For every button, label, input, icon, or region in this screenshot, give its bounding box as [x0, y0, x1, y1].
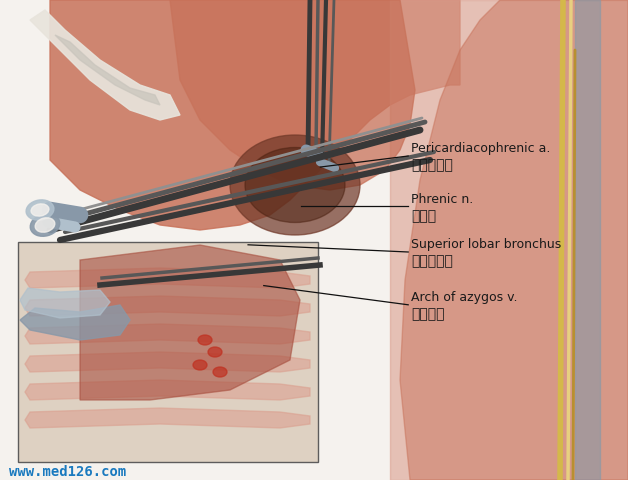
- Polygon shape: [50, 0, 460, 230]
- Text: Pericardiacophrenic a.: Pericardiacophrenic a.: [411, 143, 551, 156]
- Polygon shape: [25, 296, 310, 316]
- Polygon shape: [400, 0, 628, 480]
- Text: 上叶支气管: 上叶支气管: [411, 254, 453, 268]
- Text: 奇静脉弓: 奇静脉弓: [411, 307, 445, 321]
- Ellipse shape: [208, 347, 222, 357]
- Polygon shape: [170, 0, 415, 190]
- Polygon shape: [390, 0, 628, 480]
- Ellipse shape: [230, 135, 360, 235]
- Ellipse shape: [26, 200, 54, 220]
- Text: www.med126.com: www.med126.com: [9, 465, 127, 479]
- Text: 膈神经: 膈神经: [411, 209, 436, 223]
- Polygon shape: [80, 245, 300, 400]
- Ellipse shape: [30, 214, 60, 236]
- Polygon shape: [20, 288, 110, 318]
- Text: Phrenic n.: Phrenic n.: [411, 193, 474, 206]
- Bar: [18, 242, 318, 462]
- Text: Superior lobar bronchus: Superior lobar bronchus: [411, 239, 561, 252]
- Polygon shape: [25, 324, 310, 344]
- Polygon shape: [25, 380, 310, 400]
- Ellipse shape: [198, 335, 212, 345]
- Text: Arch of azygos v.: Arch of azygos v.: [411, 291, 518, 304]
- Polygon shape: [55, 35, 160, 105]
- Polygon shape: [25, 352, 310, 372]
- Ellipse shape: [213, 367, 227, 377]
- Polygon shape: [30, 10, 180, 120]
- Polygon shape: [25, 408, 310, 428]
- Ellipse shape: [193, 360, 207, 370]
- Text: 心包膈动脉: 心包膈动脉: [411, 158, 453, 172]
- Polygon shape: [25, 268, 310, 288]
- Polygon shape: [575, 0, 600, 480]
- Ellipse shape: [35, 218, 55, 232]
- Ellipse shape: [245, 147, 345, 223]
- Ellipse shape: [31, 204, 49, 216]
- Polygon shape: [20, 305, 130, 340]
